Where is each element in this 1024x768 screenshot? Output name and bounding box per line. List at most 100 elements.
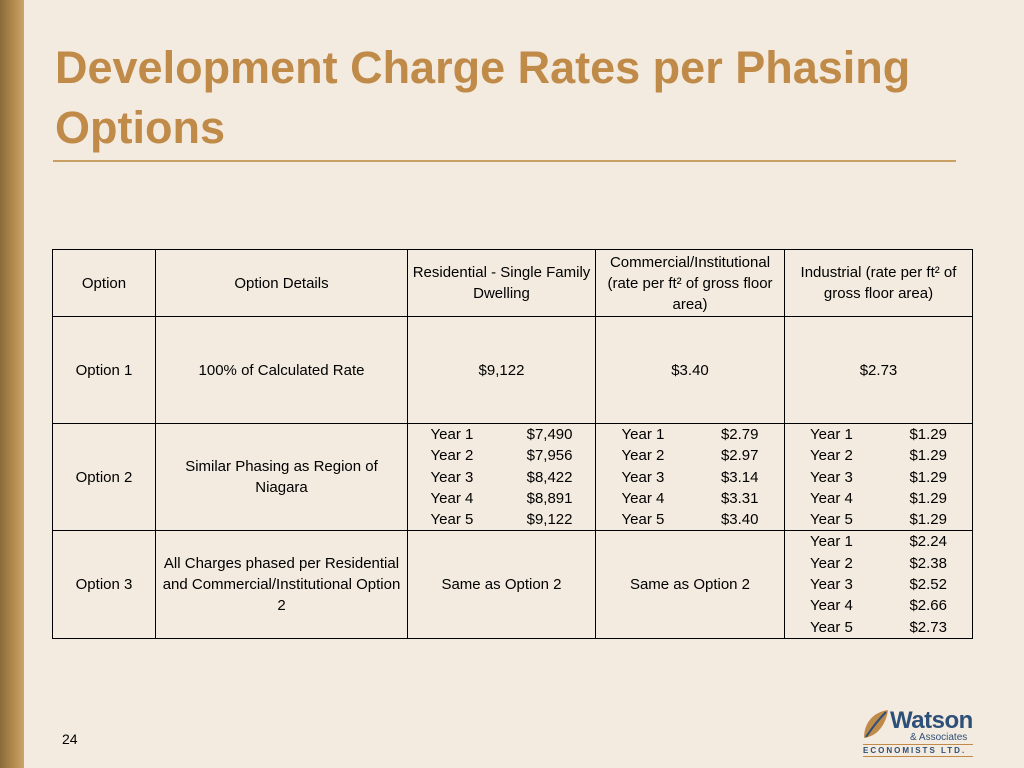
- option-3-commercial: Same as Option 2: [595, 530, 785, 639]
- year-label: Year 4: [810, 489, 853, 507]
- year-label: Year 1: [810, 426, 853, 443]
- option-3-residential: Same as Option 2: [407, 530, 596, 639]
- year-value: $2.79: [720, 426, 759, 443]
- year-value: $3.14: [720, 468, 759, 486]
- year-value: $2.38: [909, 554, 947, 572]
- logo-divider: [863, 756, 973, 757]
- year-label: Year 2: [810, 447, 853, 465]
- option-2-label: Option 2: [52, 422, 156, 532]
- year-row: Year 4 $3.31: [622, 488, 759, 509]
- year-value: $2.52: [909, 576, 947, 594]
- year-value: $1.29: [909, 426, 947, 443]
- year-label: Year 1: [810, 533, 853, 551]
- table-row-option-3: Option 3 All Charges phased per Resident…: [52, 530, 973, 639]
- option-3-label: Option 3: [52, 530, 156, 639]
- option-1-details: 100% of Calculated Rate: [155, 316, 408, 424]
- year-value: $1.29: [909, 447, 947, 465]
- year-value: $2.24: [909, 533, 947, 551]
- year-label: Year 3: [621, 468, 665, 486]
- year-list: Year 1 $2.79 Year 2 $2.97 Year 3 $3.14 Year 4 $…: [622, 424, 759, 530]
- year-value: $2.73: [909, 618, 947, 636]
- year-value: $2.97: [720, 447, 759, 465]
- watson-logo: Watson & Associates ECONOMISTS LTD.: [860, 708, 975, 758]
- option-1-industrial: $2.73: [784, 316, 973, 424]
- year-list: Year 1 $7,490 Year 2 $7,956 Year 3 $8,422 Year…: [431, 424, 573, 530]
- year-value: $3.40: [720, 511, 759, 529]
- year-row: Year 4 $8,891: [431, 488, 573, 509]
- header-row: Option Option Details Residential - Sing…: [52, 249, 973, 317]
- header-option: Option: [52, 249, 156, 317]
- year-row: Year 3 $2.52: [810, 574, 947, 595]
- year-label: Year 5: [430, 511, 474, 529]
- year-label: Year 2: [810, 554, 853, 572]
- rates-table: Option Option Details Residential - Sing…: [52, 249, 973, 639]
- year-label: Year 2: [430, 447, 474, 465]
- year-list: Year 1 $1.29 Year 2 $1.29 Year 3 $1.29 Year 4 $…: [810, 424, 947, 530]
- year-row: Year 1 $7,490: [431, 424, 573, 445]
- year-row: Year 3 $3.14: [622, 467, 759, 488]
- year-row: Year 5 $2.73: [810, 617, 947, 638]
- year-row: Year 5 $9,122: [431, 509, 573, 530]
- logo-divider: [863, 744, 973, 745]
- header-residential: Residential - Single Family Dwelling: [407, 249, 596, 317]
- title-divider: [53, 160, 956, 162]
- year-label: Year 3: [430, 468, 474, 486]
- year-label: Year 5: [621, 511, 665, 529]
- option-2-industrial: Year 1 $1.29 Year 2 $1.29 Year 3 $1.29 Year 4 $…: [784, 422, 973, 532]
- option-3-industrial: Year 1 $2.24 Year 2 $2.38 Year 3 $2.52 Year 4 $…: [784, 530, 973, 639]
- left-accent-bar: [0, 0, 24, 768]
- table-row-option-2: Option 2 Similar Phasing as Region of Ni…: [52, 422, 973, 532]
- year-value: $8,891: [526, 489, 573, 507]
- header-industrial: Industrial (rate per ft² of gross floor …: [784, 249, 973, 317]
- year-label: Year 2: [621, 447, 665, 465]
- year-row: Year 3 $1.29: [810, 467, 947, 488]
- year-row: Year 5 $3.40: [622, 509, 759, 530]
- year-label: Year 1: [621, 426, 665, 443]
- year-label: Year 4: [621, 489, 665, 507]
- slide-title: Development Charge Rates per Phasing Opt…: [55, 42, 911, 153]
- year-value: $1.29: [909, 468, 947, 486]
- year-label: Year 4: [810, 597, 853, 615]
- option-2-residential: Year 1 $7,490 Year 2 $7,956 Year 3 $8,422 Year…: [407, 422, 596, 532]
- year-label: Year 3: [810, 576, 853, 594]
- year-label: Year 5: [810, 618, 853, 636]
- year-label: Year 3: [810, 468, 853, 486]
- year-value: $9,122: [526, 511, 573, 529]
- year-row: Year 2 $1.29: [810, 445, 947, 466]
- year-value: $7,490: [526, 426, 573, 443]
- option-1-residential: $9,122: [407, 316, 596, 424]
- logo-subtitle: & Associates: [910, 732, 968, 743]
- year-row: Year 5 $1.29: [810, 509, 947, 530]
- year-value: $1.29: [909, 489, 947, 507]
- year-row: Year 1 $1.29: [810, 424, 947, 445]
- year-row: Year 2 $7,956: [431, 445, 573, 466]
- logo-name: Watson: [890, 707, 973, 734]
- year-row: Year 2 $2.97: [622, 445, 759, 466]
- year-list: Year 1 $2.24 Year 2 $2.38 Year 3 $2.52 Year 4 $…: [810, 531, 947, 637]
- option-1-commercial: $3.40: [595, 316, 785, 424]
- logo-tagline: ECONOMISTS LTD.: [863, 746, 967, 755]
- page-number: 24: [62, 731, 78, 747]
- year-value: $3.31: [720, 489, 759, 507]
- year-value: $2.66: [909, 597, 947, 615]
- year-value: $8,422: [526, 468, 573, 486]
- year-label: Year 5: [810, 511, 853, 529]
- option-3-details: All Charges phased per Residential and C…: [155, 530, 408, 639]
- option-2-details: Similar Phasing as Region of Niagara: [155, 422, 408, 532]
- year-row: Year 4 $2.66: [810, 595, 947, 616]
- option-1-label: Option 1: [52, 316, 156, 424]
- header-option-details: Option Details: [155, 249, 408, 317]
- year-row: Year 1 $2.79: [622, 424, 759, 445]
- year-row: Year 4 $1.29: [810, 488, 947, 509]
- year-row: Year 1 $2.24: [810, 531, 947, 552]
- leaf-icon: [864, 710, 888, 738]
- option-2-commercial: Year 1 $2.79 Year 2 $2.97 Year 3 $3.14 Year 4 $…: [595, 422, 785, 532]
- year-row: Year 3 $8,422: [431, 467, 573, 488]
- year-value: $1.29: [909, 511, 947, 529]
- year-value: $7,956: [526, 447, 573, 465]
- year-row: Year 2 $2.38: [810, 553, 947, 574]
- year-label: Year 4: [430, 489, 474, 507]
- header-commercial: Commercial/Institutional (rate per ft² o…: [595, 249, 785, 317]
- table-row-option-1: Option 1 100% of Calculated Rate $9,122 …: [52, 316, 973, 424]
- year-label: Year 1: [430, 426, 474, 443]
